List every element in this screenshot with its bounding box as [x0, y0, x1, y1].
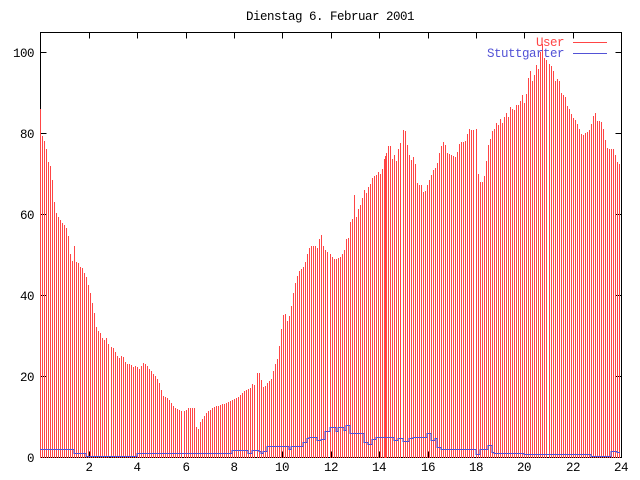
svg-text:20: 20	[20, 371, 34, 385]
svg-text:8: 8	[230, 461, 237, 475]
svg-text:14: 14	[372, 461, 386, 475]
svg-text:18: 18	[469, 461, 483, 475]
svg-text:4: 4	[133, 461, 140, 475]
svg-text:Stuttgarter: Stuttgarter	[487, 47, 564, 61]
svg-text:24: 24	[614, 461, 628, 475]
svg-text:20: 20	[517, 461, 531, 475]
svg-text:2: 2	[85, 461, 92, 475]
svg-text:10: 10	[275, 461, 289, 475]
svg-text:0: 0	[27, 452, 34, 466]
svg-text:User: User	[536, 36, 564, 50]
svg-text:Dienstag 6. Februar 2001: Dienstag 6. Februar 2001	[246, 10, 414, 24]
svg-text:16: 16	[421, 461, 435, 475]
svg-text:12: 12	[324, 461, 338, 475]
svg-text:100: 100	[13, 47, 34, 61]
svg-text:22: 22	[566, 461, 580, 475]
svg-text:6: 6	[182, 461, 189, 475]
svg-text:60: 60	[20, 209, 34, 223]
svg-text:40: 40	[20, 290, 34, 304]
svg-text:80: 80	[20, 128, 34, 142]
